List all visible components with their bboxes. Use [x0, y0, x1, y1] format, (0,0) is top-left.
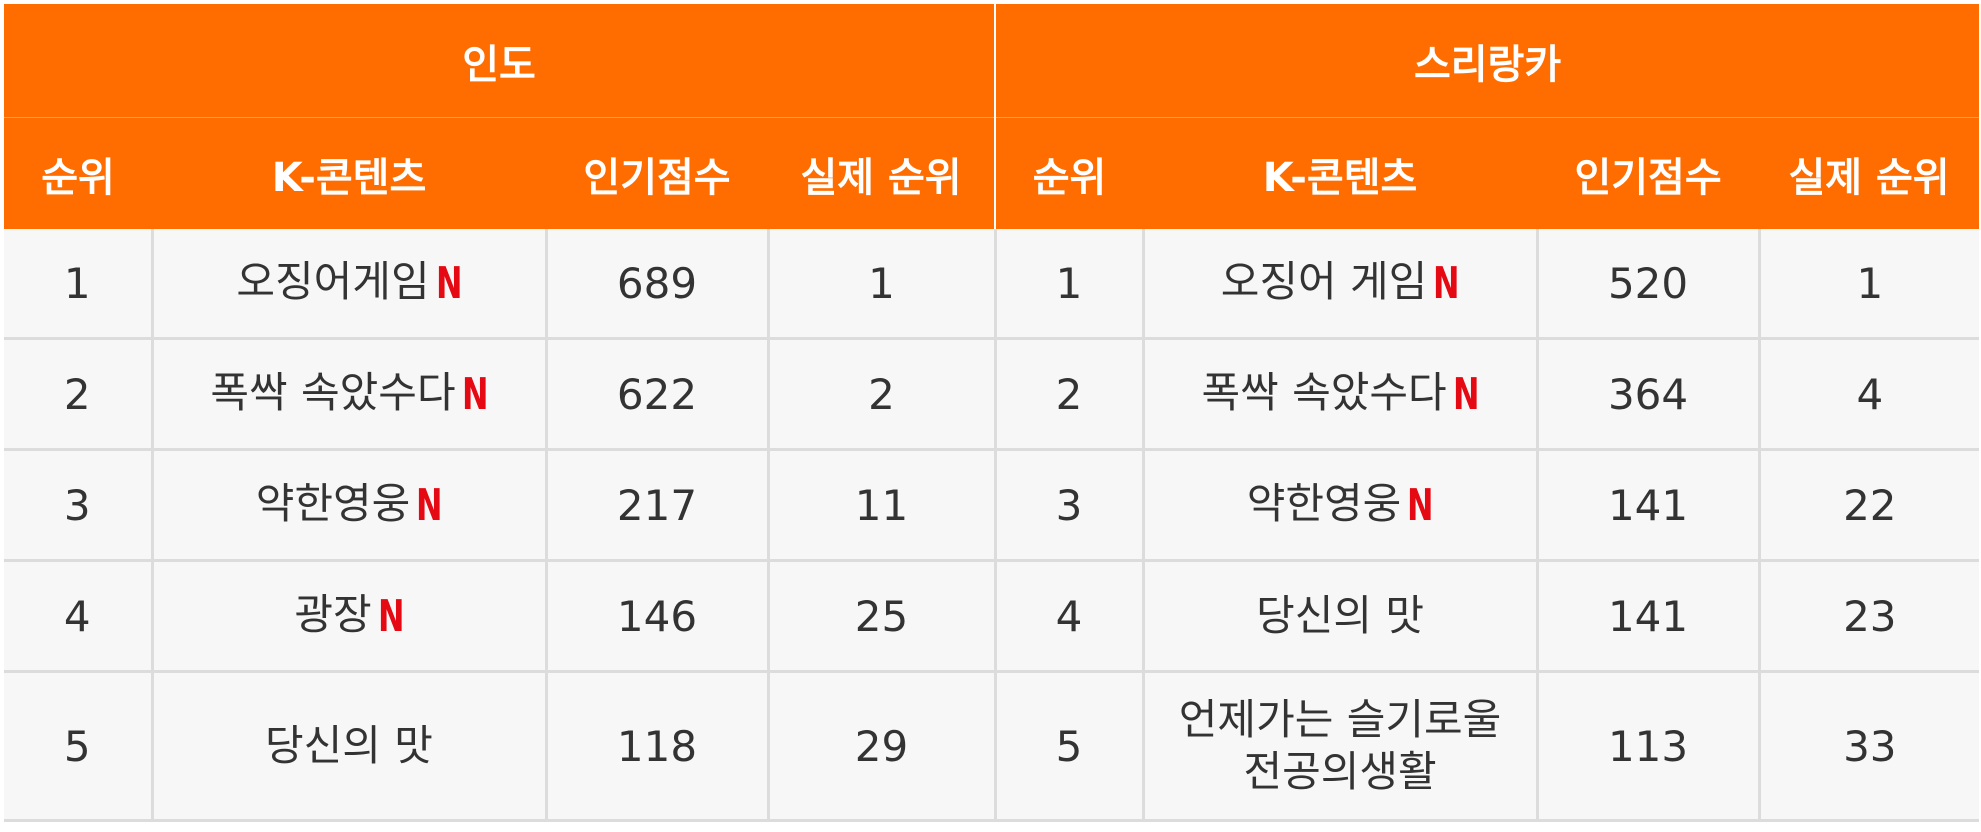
table-row: 5 당신의 맛 118 29 5 언제가는 슬기로울 전공의생활 113 33	[4, 671, 1980, 822]
actual-rank-cell: 25	[766, 560, 997, 673]
column-header-rank: 순위	[994, 117, 1144, 229]
content-title-cell: 오징어게임 N	[150, 229, 548, 340]
content-title-cell: 언제가는 슬기로울 전공의생활	[1141, 671, 1539, 822]
score-cell: 118	[544, 671, 770, 822]
rank-cell: 3	[993, 449, 1145, 562]
actual-rank-cell: 1	[766, 229, 997, 340]
content-title: 폭싹 속았수다	[1201, 367, 1447, 417]
table-row: 1 오징어게임 N 689 1 1 오징어 게임 N 520 1	[4, 229, 1980, 340]
score-cell: 520	[1535, 229, 1761, 340]
score-cell: 364	[1535, 338, 1761, 451]
score-cell: 689	[544, 229, 770, 340]
rank-cell: 5	[993, 671, 1145, 822]
rank-cell: 1	[993, 229, 1145, 340]
content-title: 당신의 맛	[1256, 590, 1424, 640]
column-header-rank: 순위	[4, 117, 152, 229]
rank-cell: 1	[4, 229, 154, 340]
rank-cell: 2	[4, 338, 154, 451]
rank-cell: 3	[4, 449, 154, 562]
content-title: 언제가는 슬기로울	[1178, 694, 1502, 744]
country-header-india: 인도	[4, 4, 996, 118]
table-body: 1 오징어게임 N 689 1 1 오징어 게임 N 520 1 2 폭싹 속았수다 N 622 2 2 폭싹 …	[4, 229, 1980, 822]
content-title-cell: 약한영웅 N	[1141, 449, 1539, 562]
rank-cell: 4	[4, 560, 154, 673]
column-header-content: K-콘텐츠	[1143, 117, 1538, 229]
table-row: 3 약한영웅 N 217 11 3 약한영웅 N 141 22	[4, 449, 1980, 562]
actual-rank-cell: 22	[1757, 449, 1980, 562]
column-header-row: 순위 K-콘텐츠 인기점수 실제 순위 순위 K-콘텐츠 인기점수 실제 순위	[4, 117, 1980, 229]
content-title: 폭싹 속았수다	[210, 367, 456, 417]
content-title: 약한영웅	[255, 478, 411, 528]
actual-rank-cell: 4	[1757, 338, 1980, 451]
column-header-score: 인기점수	[546, 117, 768, 229]
actual-rank-cell: 1	[1757, 229, 1980, 340]
ranking-table-container: 인도 스리랑카 순위 K-콘텐츠 인기점수 실제 순위 순위 K-콘텐츠 인기점…	[4, 4, 1980, 828]
content-title: 약한영웅	[1246, 478, 1402, 528]
table-row: 4 광장 N 146 25 4 당신의 맛 141 23	[4, 560, 1980, 673]
column-header-actual-rank: 실제 순위	[768, 117, 996, 229]
content-title: 광장	[294, 589, 372, 639]
rank-cell: 2	[993, 338, 1145, 451]
country-header-row: 인도 스리랑카	[4, 4, 1980, 118]
netflix-logo-icon: N	[377, 590, 405, 642]
table-row: 2 폭싹 속았수다 N 622 2 2 폭싹 속았수다 N 364 4	[4, 338, 1980, 451]
score-cell: 113	[1535, 671, 1761, 822]
content-title-cell: 폭싹 속았수다 N	[1141, 338, 1539, 451]
score-cell: 217	[544, 449, 770, 562]
rank-cell: 5	[4, 671, 154, 822]
rank-cell: 4	[993, 560, 1145, 673]
content-title-cell: 오징어 게임 N	[1141, 229, 1539, 340]
content-title: 오징어 게임	[1220, 256, 1428, 306]
score-cell: 141	[1535, 449, 1761, 562]
netflix-logo-icon: N	[1433, 257, 1460, 309]
actual-rank-cell: 23	[1757, 560, 1980, 673]
country-header-srilanka: 스리랑카	[994, 4, 1980, 118]
k-content-ranking-table: 인도 스리랑카 순위 K-콘텐츠 인기점수 실제 순위 순위 K-콘텐츠 인기점…	[4, 4, 1980, 822]
content-title: 당신의 맛	[265, 720, 433, 770]
actual-rank-cell: 11	[766, 449, 997, 562]
content-title: 오징어게임	[236, 256, 430, 306]
content-title-cell: 당신의 맛	[1141, 560, 1539, 673]
netflix-logo-icon: N	[435, 257, 463, 309]
actual-rank-cell: 2	[766, 338, 997, 451]
content-title-cell: 당신의 맛	[150, 671, 548, 822]
netflix-logo-icon: N	[1452, 368, 1480, 420]
content-title-cell: 약한영웅 N	[150, 449, 548, 562]
content-title-line2: 전공의생활	[1243, 747, 1437, 796]
actual-rank-cell: 33	[1757, 671, 1980, 822]
column-header-actual-rank: 실제 순위	[1759, 117, 1980, 229]
content-title-cell: 광장 N	[150, 560, 548, 673]
netflix-logo-icon: N	[1407, 479, 1434, 531]
score-cell: 146	[544, 560, 770, 673]
netflix-logo-icon: N	[461, 368, 489, 420]
actual-rank-cell: 29	[766, 671, 997, 822]
column-header-content: K-콘텐츠	[152, 117, 546, 229]
content-title-cell: 폭싹 속았수다 N	[150, 338, 548, 451]
score-cell: 622	[544, 338, 770, 451]
column-header-score: 인기점수	[1537, 117, 1760, 229]
score-cell: 141	[1535, 560, 1761, 673]
netflix-logo-icon: N	[416, 479, 443, 531]
